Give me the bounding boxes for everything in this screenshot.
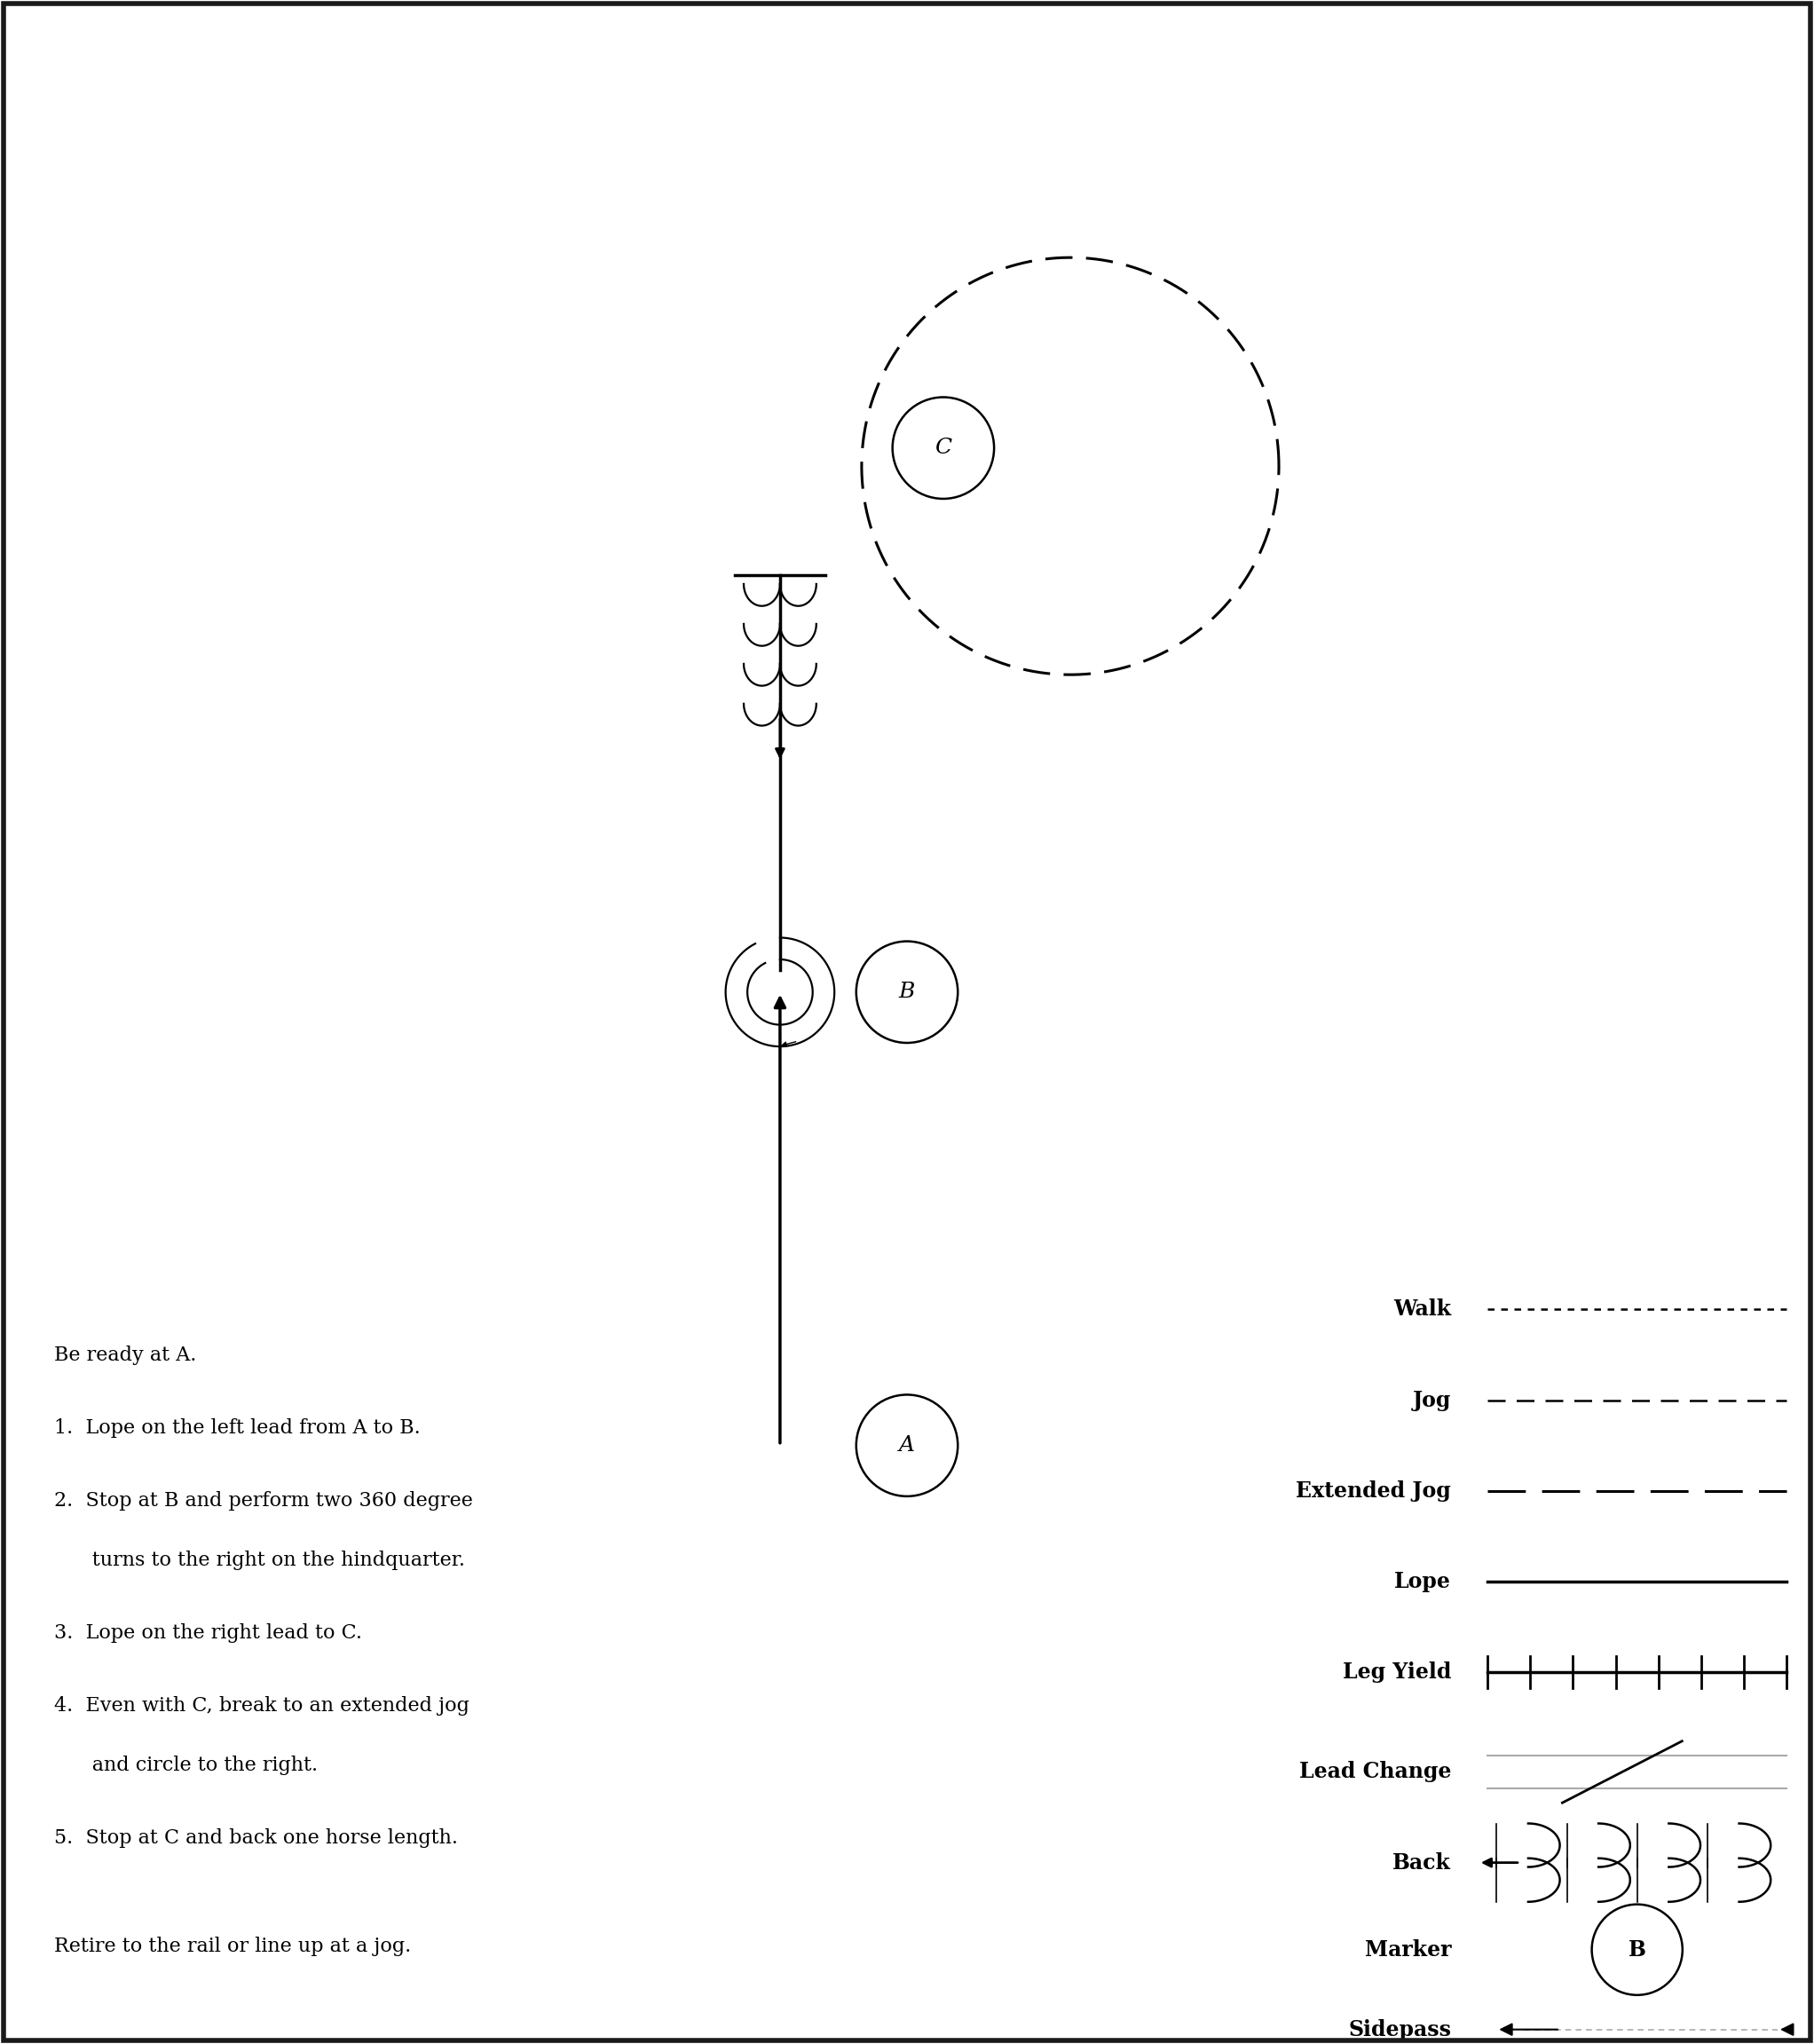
Text: and circle to the right.: and circle to the right. [54,1756,317,1774]
Text: 5.  Stop at C and back one horse length.: 5. Stop at C and back one horse length. [54,1827,459,1848]
Text: Jog: Jog [1413,1390,1451,1410]
Text: A: A [900,1435,914,1455]
Text: Retire to the rail or line up at a jog.: Retire to the rail or line up at a jog. [54,1938,412,1956]
Text: 3.  Lope on the right lead to C.: 3. Lope on the right lead to C. [54,1623,363,1643]
Text: Marker: Marker [1364,1940,1451,1960]
Text: B: B [900,981,914,1002]
Text: Extended Jog: Extended Jog [1297,1480,1451,1502]
Text: 2.  Stop at B and perform two 360 degree: 2. Stop at B and perform two 360 degree [54,1490,473,1511]
Text: C: C [934,437,952,458]
Text: Leg Yield: Leg Yield [1342,1662,1451,1682]
Text: Be ready at A.: Be ready at A. [54,1345,196,1365]
Text: Sidepass: Sidepass [1348,2019,1451,2040]
Text: Walk: Walk [1393,1298,1451,1320]
Text: 1.  Lope on the left lead from A to B.: 1. Lope on the left lead from A to B. [54,1419,421,1437]
Text: 4.  Even with C, break to an extended jog: 4. Even with C, break to an extended jog [54,1697,470,1715]
Text: B: B [1629,1940,1645,1960]
Text: Lead Change: Lead Change [1299,1762,1451,1782]
Text: turns to the right on the hindquarter.: turns to the right on the hindquarter. [54,1551,466,1570]
Text: Lope: Lope [1395,1572,1451,1592]
Text: Back: Back [1393,1852,1451,1872]
